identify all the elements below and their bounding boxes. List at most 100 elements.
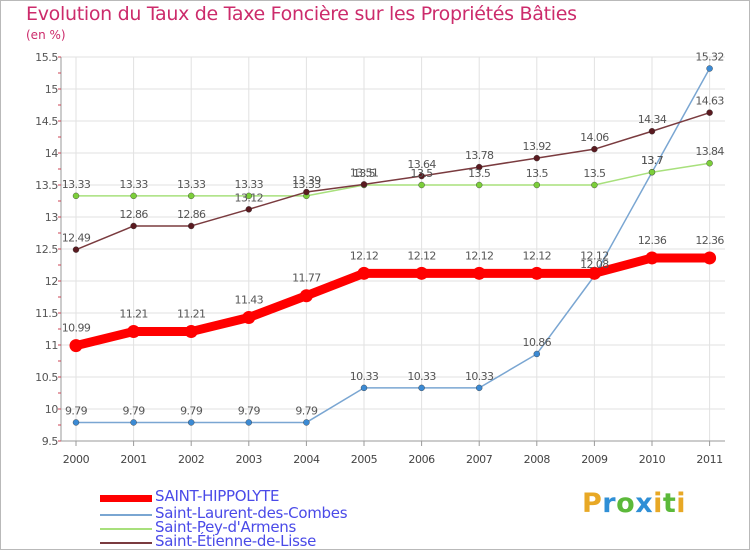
data-point <box>706 65 713 72</box>
data-label: 13.33 <box>62 178 91 191</box>
data-label: 12.12 <box>465 249 494 262</box>
data-point <box>703 251 717 265</box>
logo-letter: t <box>662 488 677 519</box>
logo-letter: P <box>582 488 603 519</box>
data-label: 13.5 <box>353 167 376 180</box>
data-point <box>187 222 195 230</box>
data-label: 13.51 <box>350 166 379 179</box>
data-label: 14.63 <box>695 95 724 108</box>
legend-swatch <box>100 542 152 544</box>
y-tick-label: 9.5 <box>42 435 59 448</box>
y-axis-unit: (en %) <box>26 28 66 42</box>
y-tick-label: 11.5 <box>35 307 58 320</box>
data-point <box>533 154 540 162</box>
data-label: 11.43 <box>235 293 264 306</box>
data-label: 13.39 <box>292 174 321 187</box>
x-tick-label: 2001 <box>120 453 146 466</box>
data-point <box>472 266 486 280</box>
data-label: 10.33 <box>407 370 436 383</box>
legend-label: Saint-Laurent-des-Combes <box>155 504 348 522</box>
chart-title: Evolution du Taux de Taxe Foncière sur l… <box>26 3 577 25</box>
data-label: 13.78 <box>465 149 494 162</box>
data-point <box>648 168 656 176</box>
data-label: 15.32 <box>695 51 724 64</box>
data-point <box>299 289 313 303</box>
data-point <box>418 384 425 392</box>
data-point <box>303 419 310 426</box>
data-point <box>245 192 253 200</box>
series-line <box>71 253 715 351</box>
data-point <box>533 181 540 189</box>
data-point <box>187 419 195 426</box>
data-point <box>72 246 80 253</box>
x-tick-label: 2005 <box>351 453 378 466</box>
data-point <box>69 339 83 353</box>
y-tick-label: 12 <box>45 275 58 288</box>
y-tick-label: 15.5 <box>35 51 58 64</box>
data-point <box>476 181 483 189</box>
data-label: 12.12 <box>350 249 379 262</box>
x-tick-label: 2003 <box>236 453 263 466</box>
data-point <box>587 266 601 280</box>
data-point <box>418 172 425 180</box>
legend-label: Saint-Étienne-de-Lisse <box>155 532 317 550</box>
data-point <box>476 163 483 171</box>
data-point <box>72 192 80 200</box>
data-point <box>187 192 195 200</box>
x-tick-label: 2002 <box>178 453 204 466</box>
data-label: 13.5 <box>468 167 491 180</box>
x-tick-label: 2010 <box>639 453 666 466</box>
data-label: 13.92 <box>523 140 552 153</box>
data-point <box>130 192 137 200</box>
x-tick-label: 2006 <box>408 453 435 466</box>
data-label: 12.36 <box>638 234 667 247</box>
data-label: 13.33 <box>292 178 321 191</box>
series-line <box>75 162 711 197</box>
x-tick-label: 2011 <box>696 453 722 466</box>
data-point <box>533 350 540 358</box>
data-point <box>130 419 137 426</box>
data-label: 13.12 <box>235 191 264 204</box>
legend-swatch <box>100 495 152 502</box>
logo-letter: r <box>602 488 617 519</box>
data-label: 12.36 <box>695 234 724 247</box>
logo-letter: o <box>616 488 636 519</box>
data-label: 13.33 <box>119 178 148 191</box>
logo-letter: x <box>635 488 654 519</box>
y-tick-label: 10.5 <box>35 371 58 384</box>
y-tick-label: 15 <box>45 83 59 96</box>
y-tick-label: 13.5 <box>35 179 58 192</box>
data-label: 10.33 <box>465 370 494 383</box>
data-label: 9.79 <box>295 404 318 417</box>
data-point <box>418 181 425 189</box>
data-point <box>476 384 483 392</box>
data-label: 12.49 <box>62 232 91 245</box>
x-tick-label: 2007 <box>466 453 493 466</box>
data-point <box>72 419 80 426</box>
data-label: 13.84 <box>695 145 724 158</box>
x-tick-label: 2008 <box>524 453 551 466</box>
data-label: 10.86 <box>523 336 552 349</box>
data-label: 12.86 <box>177 208 206 221</box>
logo-letter: i <box>676 488 687 519</box>
data-point <box>303 188 310 196</box>
data-point <box>706 160 713 167</box>
data-label: 14.06 <box>580 131 609 144</box>
legend-label: SAINT-HIPPOLYTE <box>155 487 280 505</box>
data-label: 13.5 <box>526 167 549 180</box>
y-tick-label: 14.5 <box>35 115 58 128</box>
data-label: 12.12 <box>407 249 436 262</box>
data-label: 11.21 <box>119 308 148 321</box>
data-point <box>127 325 141 339</box>
data-label: 10.99 <box>62 322 91 335</box>
series-line <box>75 111 711 251</box>
data-point <box>360 384 368 392</box>
data-label: 13.33 <box>177 178 206 191</box>
data-label: 11.77 <box>292 272 321 285</box>
data-label: 14.34 <box>638 113 667 126</box>
y-tick-label: 13 <box>45 211 59 224</box>
data-point <box>360 181 368 188</box>
data-point <box>415 266 429 280</box>
data-label: 11.21 <box>177 308 206 321</box>
